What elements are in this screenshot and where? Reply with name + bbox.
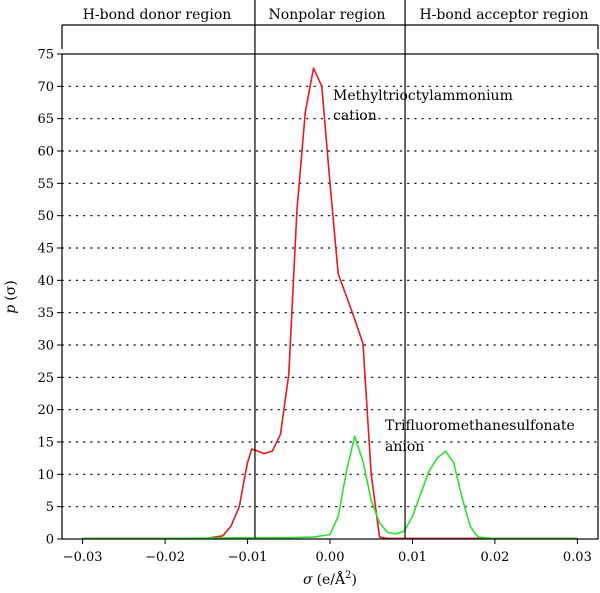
region-label-acceptor: H-bond acceptor region bbox=[419, 7, 588, 23]
y-tick-label: 5 bbox=[46, 500, 54, 515]
x-axis-title-var: σ bbox=[303, 572, 313, 588]
region-label-nonpolar: Nonpolar region bbox=[269, 7, 386, 23]
annotation-anion-line-1: Trifluoromethanesulfonate bbox=[385, 418, 575, 434]
tick-layer: 0 5 10 15 20 25 30 35 40 45 50 55 60 65 70 75 −0.03 −0.02… bbox=[37, 48, 591, 566]
y-tick-label: 70 bbox=[37, 80, 54, 95]
y-tick-label: 45 bbox=[37, 242, 54, 257]
y-tick-label: 25 bbox=[37, 371, 54, 386]
region-label-donor: H-bond donor region bbox=[83, 7, 232, 23]
y-tick-label: 55 bbox=[37, 177, 54, 192]
y-tick-label: 15 bbox=[37, 436, 54, 451]
series-line-0 bbox=[82, 67, 578, 540]
annotation-cation-line-2: cation bbox=[333, 108, 377, 124]
grid-layer bbox=[61, 85, 599, 508]
y-tick-label: 75 bbox=[37, 48, 54, 63]
series-layer bbox=[82, 67, 578, 540]
x-axis-title-unit: (e/Å bbox=[317, 570, 346, 588]
y-tick-label: 10 bbox=[37, 468, 54, 483]
x-tick-label: −0.01 bbox=[228, 550, 268, 565]
x-tick-label: 0.01 bbox=[398, 550, 427, 565]
annotation-cation-line-1: Methyltrioctylammonium bbox=[333, 88, 513, 104]
x-axis-title: σ (e/Å2) bbox=[303, 570, 357, 588]
y-tick-label: 20 bbox=[37, 403, 54, 418]
y-tick-label: 35 bbox=[37, 306, 54, 321]
x-axis-title-sup: 2 bbox=[345, 570, 351, 581]
y-tick-label: 65 bbox=[37, 112, 54, 127]
plot-frame bbox=[61, 53, 599, 540]
series-line-1 bbox=[82, 435, 578, 540]
x-tick-label: 0.03 bbox=[563, 550, 592, 565]
annotation-anion-line-2: anion bbox=[385, 439, 424, 455]
y-tick-label: 0 bbox=[46, 533, 54, 548]
x-tick-label: 0.00 bbox=[316, 550, 345, 565]
x-tick-label: −0.03 bbox=[63, 550, 103, 565]
x-axis-title-close: ) bbox=[352, 572, 357, 588]
y-axis-title-var: p bbox=[3, 305, 19, 314]
y-tick-label: 50 bbox=[37, 209, 54, 224]
x-tick-label: 0.02 bbox=[480, 550, 509, 565]
y-tick-label: 60 bbox=[37, 145, 54, 160]
y-tick-label: 30 bbox=[37, 339, 54, 354]
y-tick-label: 40 bbox=[37, 274, 54, 289]
region-header: H-bond donor region Nonpolar region H-bo… bbox=[61, 7, 599, 49]
y-axis-title-arg: (σ) bbox=[3, 280, 19, 300]
boundary-layer bbox=[254, 0, 406, 539]
x-tick-label: −0.02 bbox=[145, 550, 185, 565]
y-axis-title: p (σ) bbox=[3, 280, 19, 313]
